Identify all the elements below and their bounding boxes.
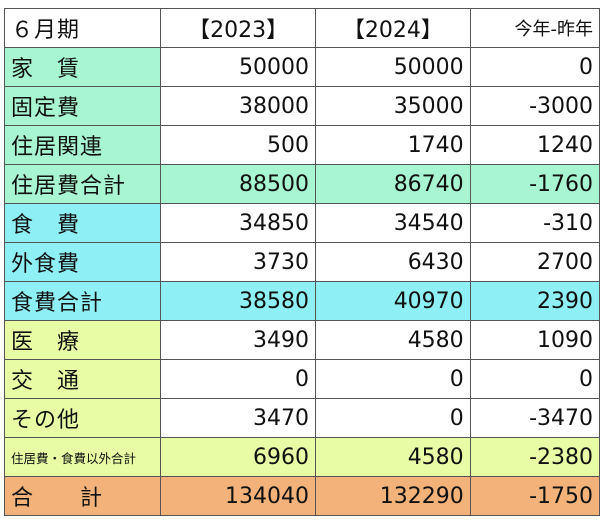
table-row: その他 3470 0 -3470 xyxy=(3,398,600,438)
value-2023-cell[interactable]: 6960 xyxy=(160,437,316,477)
value-2024-cell[interactable]: 4580 xyxy=(314,437,471,477)
header-row: ６月期 【2023】 【2024】 今年-昨年 xyxy=(3,8,600,48)
table-row: 住居費合計 88500 86740 -1760 xyxy=(3,164,600,204)
table-row: 固定費 38000 35000 -3000 xyxy=(3,86,600,126)
diff-cell[interactable]: -310 xyxy=(469,203,600,243)
diff-cell[interactable]: 2700 xyxy=(469,242,600,282)
budget-comparison-table: ６月期 【2023】 【2024】 今年-昨年 家 賃 50000 50000 0 固定… xyxy=(3,8,600,516)
header-diff[interactable]: 今年-昨年 xyxy=(469,8,600,48)
diff-cell[interactable]: -1760 xyxy=(469,164,600,204)
value-2024-cell[interactable]: 0 xyxy=(314,359,471,399)
value-2023-cell[interactable]: 3490 xyxy=(160,320,316,360)
row-label-cell[interactable]: 住居費・食費以外合計 xyxy=(3,437,162,477)
value-2023-cell[interactable]: 3470 xyxy=(160,398,316,438)
table-row: 食 費 34850 34540 -310 xyxy=(3,203,600,243)
row-label-cell[interactable]: 食 費 xyxy=(3,203,162,243)
value-2024-cell[interactable]: 0 xyxy=(314,398,471,438)
row-label-cell[interactable]: 交 通 xyxy=(3,359,162,399)
value-2024-cell[interactable]: 6430 xyxy=(314,242,471,282)
diff-cell[interactable]: -1750 xyxy=(469,476,600,516)
value-2024-cell[interactable]: 35000 xyxy=(314,86,471,126)
value-2023-cell[interactable]: 50000 xyxy=(160,47,316,87)
diff-cell[interactable]: -3000 xyxy=(469,86,600,126)
table-row: 食費合計 38580 40970 2390 xyxy=(3,281,600,321)
value-2024-cell[interactable]: 86740 xyxy=(314,164,471,204)
table-row: 外食費 3730 6430 2700 xyxy=(3,242,600,282)
value-2023-cell[interactable]: 34850 xyxy=(160,203,316,243)
table-row: 合 計 134040 132290 -1750 xyxy=(3,476,600,516)
row-label-cell[interactable]: 食費合計 xyxy=(3,281,162,321)
diff-cell[interactable]: 2390 xyxy=(469,281,600,321)
value-2023-cell[interactable]: 500 xyxy=(160,125,316,165)
diff-cell[interactable]: 0 xyxy=(469,47,600,87)
row-label-cell[interactable]: 家 賃 xyxy=(3,47,162,87)
diff-cell[interactable]: -3470 xyxy=(469,398,600,438)
value-2024-cell[interactable]: 132290 xyxy=(314,476,471,516)
row-label-cell[interactable]: その他 xyxy=(3,398,162,438)
row-label-cell[interactable]: 外食費 xyxy=(3,242,162,282)
row-label-cell[interactable]: 住居費合計 xyxy=(3,164,162,204)
header-2024[interactable]: 【2024】 xyxy=(314,8,471,48)
value-2024-cell[interactable]: 40970 xyxy=(314,281,471,321)
table-body: 家 賃 50000 50000 0 固定費 38000 35000 -3000 住居関連 500 1… xyxy=(3,47,600,516)
row-label-cell[interactable]: 固定費 xyxy=(3,86,162,126)
value-2023-cell[interactable]: 38580 xyxy=(160,281,316,321)
value-2023-cell[interactable]: 0 xyxy=(160,359,316,399)
header-period[interactable]: ６月期 xyxy=(3,8,162,48)
row-label-cell[interactable]: 医 療 xyxy=(3,320,162,360)
row-label-cell[interactable]: 住居関連 xyxy=(3,125,162,165)
table-row: 住居関連 500 1740 1240 xyxy=(3,125,600,165)
header-2023[interactable]: 【2023】 xyxy=(160,8,316,48)
table-row: 医 療 3490 4580 1090 xyxy=(3,320,600,360)
diff-cell[interactable]: 0 xyxy=(469,359,600,399)
value-2024-cell[interactable]: 1740 xyxy=(314,125,471,165)
value-2024-cell[interactable]: 50000 xyxy=(314,47,471,87)
diff-cell[interactable]: 1240 xyxy=(469,125,600,165)
diff-cell[interactable]: 1090 xyxy=(469,320,600,360)
value-2023-cell[interactable]: 3730 xyxy=(160,242,316,282)
value-2023-cell[interactable]: 134040 xyxy=(160,476,316,516)
value-2023-cell[interactable]: 88500 xyxy=(160,164,316,204)
diff-cell[interactable]: -2380 xyxy=(469,437,600,477)
table-row: 家 賃 50000 50000 0 xyxy=(3,47,600,87)
value-2023-cell[interactable]: 38000 xyxy=(160,86,316,126)
value-2024-cell[interactable]: 4580 xyxy=(314,320,471,360)
table-row: 住居費・食費以外合計 6960 4580 -2380 xyxy=(3,437,600,477)
row-label-cell[interactable]: 合 計 xyxy=(3,476,162,516)
value-2024-cell[interactable]: 34540 xyxy=(314,203,471,243)
